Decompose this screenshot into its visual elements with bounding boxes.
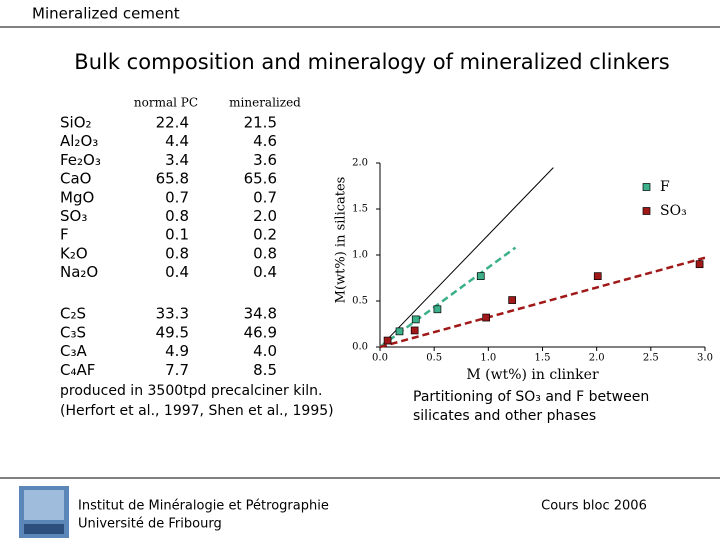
cell: 22.4 <box>156 114 189 132</box>
y-tick-label: 2.0 <box>352 158 368 169</box>
footer-text: Institut de Minéralogie et Pétrographie <box>78 499 329 514</box>
cell: 33.3 <box>156 305 189 323</box>
row-label: C₂S <box>60 305 86 323</box>
topic: Mineralized cement <box>32 5 180 23</box>
row-label: Na₂O <box>60 263 98 281</box>
cell: 65.8 <box>156 170 189 188</box>
cell: 0.1 <box>165 226 189 244</box>
row-label: Al₂O₃ <box>60 132 98 150</box>
cell: 0.4 <box>253 263 277 281</box>
cell: 0.8 <box>165 207 189 225</box>
point <box>476 272 485 281</box>
col-header: normal PC <box>134 96 198 110</box>
cell: 21.5 <box>244 114 277 132</box>
cell: 0.7 <box>253 188 277 206</box>
cell: 46.9 <box>244 323 277 341</box>
cell: 4.9 <box>165 342 189 360</box>
point <box>395 327 404 336</box>
point <box>411 315 420 324</box>
row-label: Fe₂O₃ <box>60 151 101 169</box>
cell: 4.0 <box>253 342 277 360</box>
legend-label: SO₃ <box>660 203 687 219</box>
legend-label: F <box>660 179 670 195</box>
y-tick-label: 0.0 <box>352 342 368 353</box>
cell: 4.6 <box>253 132 277 150</box>
cell: 4.4 <box>165 132 189 150</box>
cell: 34.8 <box>244 305 277 323</box>
cell: 0.7 <box>165 188 189 206</box>
footer-text: Cours bloc 2006 <box>541 499 647 514</box>
cell: 0.4 <box>165 263 189 281</box>
fit-line <box>379 167 554 348</box>
footer-text: Université de Fribourg <box>78 517 222 532</box>
x-axis-label: M (wt%) in clinker <box>466 367 599 383</box>
x-tick-label: 0.0 <box>372 353 388 364</box>
point <box>508 296 517 304</box>
x-tick-label: 2.0 <box>589 353 605 364</box>
x-tick-label: 1.5 <box>535 353 551 364</box>
legend-swatch <box>642 183 651 191</box>
fit-line <box>379 256 706 349</box>
legend-swatch <box>642 207 651 215</box>
x-tick-label: 2.5 <box>643 353 659 364</box>
row-label: CaO <box>60 170 91 188</box>
y-tick-label: 1.5 <box>352 204 368 215</box>
row-label: MgO <box>60 188 94 206</box>
x-tick-label: 1.0 <box>480 353 496 364</box>
note: (Herfort et al., 1997, Shen et al., 1995… <box>60 403 334 419</box>
y-tick-label: 0.5 <box>352 296 368 307</box>
row-label: C₃S <box>60 323 86 341</box>
point <box>695 260 704 269</box>
x-tick-label: 3.0 <box>697 353 713 364</box>
note: produced in 3500tpd precalciner kiln. <box>60 383 322 399</box>
cell: 49.5 <box>156 323 189 341</box>
point <box>482 313 491 322</box>
y-tick-label: 1.0 <box>352 250 368 261</box>
cell: 8.5 <box>253 361 277 379</box>
cell: 65.6 <box>244 170 277 188</box>
cell: 3.4 <box>165 151 189 169</box>
row-label: SiO₂ <box>60 114 92 132</box>
row-label: C₃A <box>60 342 87 360</box>
point <box>383 336 392 345</box>
row-label: F <box>60 226 69 244</box>
row-label: K₂O <box>60 244 88 262</box>
point <box>433 305 442 314</box>
y-axis-label: M(wt%) in silicates <box>334 177 349 304</box>
col-header: mineralized <box>229 96 301 110</box>
cell: 2.0 <box>253 207 277 225</box>
point <box>410 326 419 335</box>
logo <box>19 486 69 538</box>
caption: silicates and other phases <box>413 408 596 424</box>
cell: 7.7 <box>165 361 189 379</box>
cell: 0.2 <box>253 226 277 244</box>
title: Bulk composition and mineralogy of miner… <box>74 50 669 74</box>
caption: Partitioning of SO₃ and F between <box>413 389 649 405</box>
row-label: C₄AF <box>60 361 95 379</box>
cell: 3.6 <box>253 151 277 169</box>
point <box>593 272 602 281</box>
row-label: SO₃ <box>60 207 87 225</box>
x-tick-label: 0.5 <box>426 353 442 364</box>
cell: 0.8 <box>253 244 277 262</box>
cell: 0.8 <box>165 244 189 262</box>
